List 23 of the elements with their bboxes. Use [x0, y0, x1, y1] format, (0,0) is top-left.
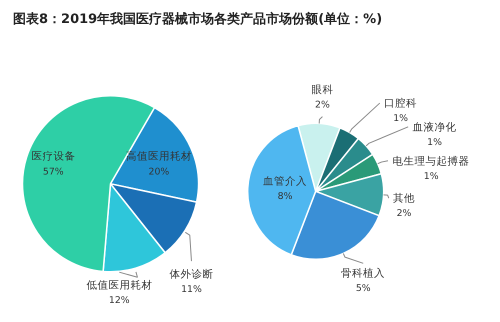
- slice-label: 低值医用耗材: [86, 278, 152, 292]
- data-label: 12%: [108, 295, 130, 306]
- data-label: 1%: [424, 170, 439, 182]
- data-label: 20%: [148, 166, 170, 178]
- slice-label: 高值医用耗材: [126, 150, 192, 163]
- slice-label: 眼科: [311, 82, 334, 96]
- slice-label: 医疗设备: [31, 150, 76, 163]
- slice-label: 其他: [392, 192, 415, 205]
- slice-label: 体外诊断: [169, 268, 214, 281]
- chart-title: 图表8：2019年我国医疗器械市场各类产品市场份额(单位：%): [13, 11, 382, 29]
- data-label: 1%: [393, 113, 408, 124]
- data-label: 11%: [181, 284, 202, 296]
- data-label: 2%: [396, 208, 412, 220]
- data-label: 1%: [427, 136, 442, 148]
- slice-label: 电生理与起搏器: [392, 154, 470, 168]
- slice-label: 骨科植入: [341, 266, 386, 280]
- data-label: 5%: [356, 282, 371, 294]
- data-label: 8%: [278, 191, 293, 202]
- data-label: 57%: [42, 166, 64, 178]
- slice-label: 口腔科: [384, 96, 418, 110]
- slice-label: 血液净化: [412, 120, 457, 134]
- data-label: 2%: [315, 100, 330, 111]
- slice-label: 血管介入: [263, 174, 308, 188]
